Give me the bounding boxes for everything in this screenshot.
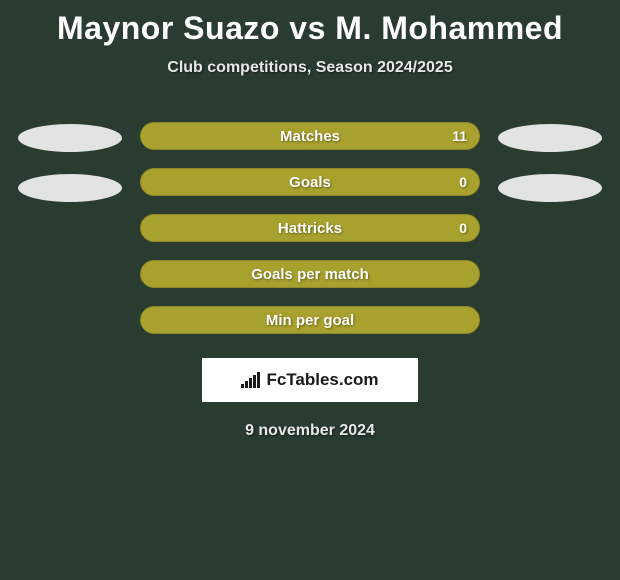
right-player-markers [495, 122, 605, 202]
player-right-ellipse [498, 124, 602, 152]
stat-bar: Hattricks 0 [140, 214, 480, 242]
bar-chart-icon [241, 372, 260, 388]
stat-value-right: 11 [452, 128, 467, 144]
stats-area: Matches 11 Goals 0 Hattricks 0 Goals per match… [0, 122, 620, 334]
player-left-ellipse [18, 174, 122, 202]
stat-value-right: 0 [459, 174, 467, 190]
stat-bar: Matches 11 [140, 122, 480, 150]
comparison-card: Maynor Suazo vs M. Mohammed Club competi… [0, 0, 620, 440]
stat-value-right: 0 [459, 220, 467, 236]
stat-label: Goals [289, 174, 331, 191]
page-subtitle: Club competitions, Season 2024/2025 [167, 59, 452, 77]
stat-bar: Min per goal [140, 306, 480, 334]
stat-bar: Goals 0 [140, 168, 480, 196]
brand-badge: FcTables.com [202, 358, 418, 402]
brand-text: FcTables.com [266, 370, 378, 390]
stat-label: Hattricks [278, 220, 342, 237]
stat-bar: Goals per match [140, 260, 480, 288]
page-title: Maynor Suazo vs M. Mohammed [57, 10, 563, 47]
left-player-markers [15, 122, 125, 202]
player-left-ellipse [18, 124, 122, 152]
player-right-ellipse [498, 174, 602, 202]
stat-label: Min per goal [266, 312, 354, 329]
stat-label: Matches [280, 128, 340, 145]
stat-label: Goals per match [251, 266, 369, 283]
stat-bars-column: Matches 11 Goals 0 Hattricks 0 Goals per match… [140, 122, 480, 334]
date-label: 9 november 2024 [245, 422, 375, 440]
